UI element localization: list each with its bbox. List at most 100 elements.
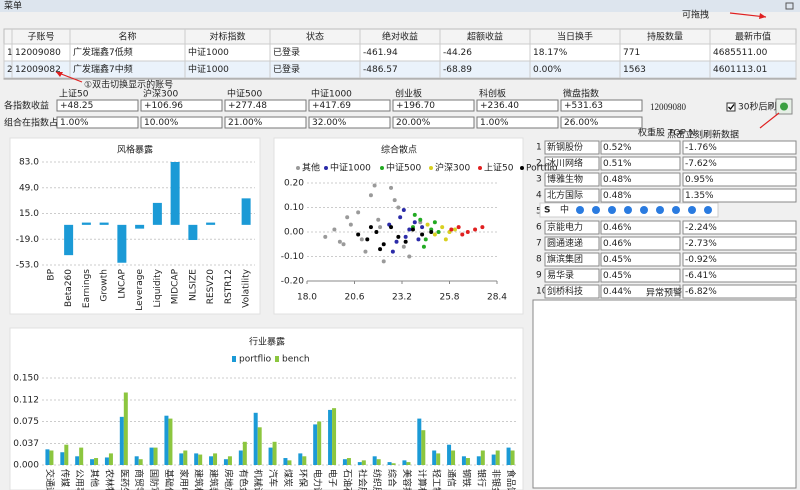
weight-box [600,252,681,267]
stock-name: 旗滨集团 [547,253,583,265]
alert-panel [532,299,797,489]
x-tick-label: 25.8 [439,293,459,303]
change-box [682,220,797,235]
index-weight: 20.00% [396,118,431,128]
y-tick-label: 0.112 [13,396,39,406]
column-header: 状态 [306,31,324,43]
x-tick-label: NLSIZE [188,269,198,301]
stock-change: -0.92% [685,255,717,265]
bar [257,427,262,465]
scatter-point [376,217,381,222]
scatter-point [443,237,448,242]
bar [45,449,50,465]
ime-icon[interactable] [704,206,712,214]
x-tick-label: 汽车 [267,469,279,487]
bar [476,456,481,465]
x-tick-label: 公用事业 [74,469,86,490]
bar [268,447,273,465]
y-tick-label: -53.0 [16,261,40,271]
chart-panel [9,137,261,315]
x-tick-label: 纺织服饰 [371,469,383,490]
y-tick-label: 0.20 [284,179,304,189]
scatter-point [480,225,485,230]
ime-icon[interactable] [576,206,584,214]
x-tick-label: 煤炭 [282,469,294,487]
scatter-point [401,207,406,212]
bar [138,459,143,465]
bar [99,222,109,225]
scatter-point [396,234,401,239]
bar [183,450,188,465]
bar [49,450,54,465]
weight-box [600,236,681,251]
stock-name: 新钢股份 [547,141,583,153]
index-name: 中证1000 [311,88,352,100]
bar [117,224,127,263]
scatter-point [392,198,397,203]
index-weight: 1.00% [480,118,509,128]
x-tick-label: 机械设备 [252,469,264,490]
index-weight-box [56,116,139,129]
scatter-point [372,183,377,188]
legend-label: portflio [239,355,272,365]
column-header: 绝对收益 [382,31,418,43]
y-tick-label: 0.000 [13,461,39,471]
bar [332,408,337,465]
ime-icon[interactable] [592,206,600,214]
change-box [682,284,797,299]
ime-icon[interactable] [640,206,648,214]
x-tick-label: 28.4 [487,293,507,303]
bar [432,450,437,465]
scatter-point [356,232,361,237]
x-tick-label: 社会服务 [356,469,368,490]
legend-label: bench [282,355,310,365]
table-row[interactable] [3,60,797,79]
bar [164,415,169,465]
bar [223,459,228,465]
bar [119,416,124,465]
index-return: +196.70 [396,101,435,111]
stock-weight: 0.45% [603,255,632,265]
x-tick-label: 钢铁 [460,469,472,487]
stock-weight: 0.48% [603,191,632,201]
scatter-point [412,212,417,217]
ime-icon[interactable] [656,206,664,214]
bar [134,456,139,465]
scatter-point [337,239,342,244]
table-cell: 2 [7,65,13,75]
index-name: 上证50 [59,89,89,100]
bar [168,418,173,465]
bar [194,453,199,465]
table-cell: 4601113.01 [713,65,767,75]
refresh-checkbox[interactable] [726,102,736,112]
stock-weight: 0.46% [603,223,632,233]
table-cell: 已登录 [273,64,300,75]
x-tick-label: Earnings [82,269,92,308]
x-tick-label: 家用电器 [178,469,190,490]
stock-change: -2.24% [685,223,717,233]
ime-icon[interactable] [688,206,696,214]
name-box [544,252,600,267]
rank: 10 [536,287,548,297]
ime-icon[interactable] [608,206,616,214]
arrow-head [56,72,63,77]
column-header: 当日换手 [557,31,593,43]
restore-button[interactable] [785,2,794,10]
table-cell: -44.26 [443,48,472,58]
bar [510,450,515,465]
x-tick-label: Growth [100,269,110,302]
rank: 8 [536,255,542,265]
weight-box [600,268,681,283]
ime-icon[interactable] [672,206,680,214]
scatter-point [410,227,415,232]
stock-name: 冰川网络 [547,157,583,169]
ime-icon[interactable] [624,206,632,214]
bar [242,441,247,465]
bar [149,447,154,465]
stock-weight: 0.46% [603,239,632,249]
x-tick-label: 交通运输 [44,469,56,490]
bar [64,444,69,465]
chart-title: 行业暴露 [249,336,285,348]
table-cell: 广发瑞鑫7低频 [73,46,133,58]
scatter-point [341,242,346,247]
